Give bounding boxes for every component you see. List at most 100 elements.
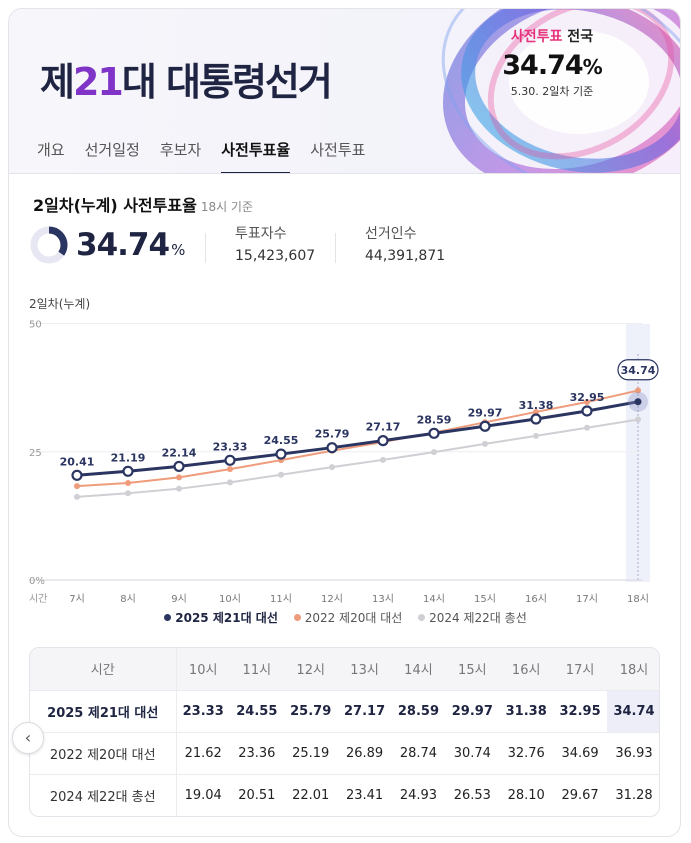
data-label: 31.38 (519, 399, 554, 412)
table-header-cell: 15시 (445, 648, 500, 691)
x-tick-label: 8시 (120, 593, 136, 604)
data-point-2024 (329, 464, 335, 471)
election-card: 제21대 대통령선거 사전투표 전국 34.74% 5.30. 2일차 기준 개… (8, 8, 681, 837)
data-point-2025-current (634, 398, 642, 406)
data-point-2024 (278, 471, 284, 478)
table-cell: 23.41 (345, 787, 384, 803)
series-line-2024 (76, 418, 639, 498)
turnout-chart-svg: 0% 25 50 2일차(누계) 시간 7시 8시 9시 10시 11시 12시 13시 14시 15시 1… (29, 297, 659, 605)
data-point-2025 (428, 427, 440, 439)
data-point-2022 (584, 399, 590, 406)
table-header-cell: 16시 (499, 648, 554, 691)
swirl-graphic (441, 9, 680, 173)
series-line-2022 (76, 389, 639, 488)
table-header-row: 시간 10시 11시 12시 13시 14시 15시 16시 17시 18시 (30, 648, 659, 691)
electors-label: 선거인수 (365, 226, 417, 242)
x-tick-label: 17시 (576, 593, 598, 604)
legend-dot-icon (418, 614, 426, 621)
table-row: 2024 제22대 총선 19.04 20.51 22.01 23.41 24.… (30, 774, 659, 816)
table-cell: 31.28 (615, 787, 653, 803)
turnout-percent: 34.74% (76, 227, 185, 263)
x-tick-label: 18시 (627, 593, 649, 604)
table-cell: 28.74 (391, 732, 446, 775)
table-header-cell: 12시 (283, 648, 338, 691)
prev-button[interactable]: ‹ (12, 722, 44, 754)
data-point-2024 (176, 485, 182, 492)
x-tick-label: 9시 (171, 593, 187, 604)
data-point-2024 (635, 416, 641, 423)
chart-legend: 2025 제21대 대선 2022 제20대 대선 2024 제22대 총선 (9, 609, 680, 626)
turnout-chart: 0% 25 50 2일차(누계) 시간 7시 8시 9시 10시 11시 12시 13시 14시 15시 1… (9, 284, 680, 639)
tab-overview[interactable]: 개요 (37, 141, 65, 159)
tab-early-vote[interactable]: 사전투표 (310, 141, 366, 159)
table-cell: 31.38 (499, 690, 554, 733)
electors-value: 44,391,871 (365, 248, 446, 264)
table-cell: 26.89 (337, 732, 392, 775)
table-header-cell: 시간 (30, 648, 177, 691)
x-tick-label: 7시 (69, 593, 85, 604)
table-cell: 36.93 (607, 732, 659, 775)
table-cell: 32.95 (553, 690, 607, 733)
legend-dot-icon (293, 614, 301, 621)
table-header-cell: 10시 (176, 648, 230, 691)
tab-early-vote-rate[interactable]: 사전투표율 (221, 137, 291, 173)
data-point-2025 (173, 460, 185, 473)
data-point-2024 (125, 490, 131, 497)
table-cell: 22.01 (292, 787, 330, 803)
legend-item-2024: 2024 제22대 총선 (418, 609, 527, 626)
table-cell: 28.10 (507, 787, 545, 803)
table-cell: 34.69 (553, 732, 607, 775)
data-point-2024 (380, 456, 386, 463)
table-row-label: 2022 제20대 대선 (30, 732, 177, 775)
data-label: 21.19 (111, 451, 146, 464)
legend-item-2025: 2025 제21대 대선 (164, 609, 278, 626)
data-label: 24.55 (264, 434, 299, 447)
x-tick-label: 10시 (219, 593, 241, 604)
data-label: 20.41 (60, 455, 95, 468)
x-axis-label: 시간 (29, 593, 47, 604)
tab-candidates[interactable]: 후보자 (159, 141, 202, 159)
voters-stat: 투표자수 15,423,607 (235, 224, 315, 266)
voters-value: 15,423,607 (235, 248, 316, 264)
electors-stat: 선거인수 44,391,871 (365, 224, 445, 266)
x-tick-label: 12시 (321, 593, 343, 604)
divider (335, 233, 336, 263)
table-row: 2022 제20대 대선 21.62 23.36 25.19 26.89 28.… (30, 732, 659, 775)
data-point-2022 (125, 480, 131, 487)
data-point-2022 (176, 474, 182, 481)
data-point-2025 (122, 465, 134, 477)
x-tick-label: 13시 (372, 593, 394, 604)
table-cell: 21.62 (176, 732, 230, 775)
data-point-2024 (533, 432, 539, 439)
table-cell: 25.79 (283, 690, 338, 733)
section-title: 2일차(누계) 사전투표율 18시 기준 (33, 196, 254, 215)
x-tick-label: 15시 (474, 593, 496, 604)
data-label: 28.59 (417, 413, 452, 426)
table-cell: 24.93 (399, 787, 438, 803)
data-point-2024 (431, 449, 437, 456)
data-point-2024 (74, 493, 80, 500)
table-cell: 30.74 (445, 732, 500, 775)
national-rate-box: 사전투표 전국 34.74% 5.30. 2일차 기준 (487, 27, 617, 100)
table-header-cell: 17시 (553, 648, 607, 691)
tab-schedule[interactable]: 선거일정 (84, 141, 140, 159)
data-point-2025 (326, 442, 338, 454)
legend-dot-icon (164, 614, 172, 621)
data-point-2025 (275, 448, 287, 460)
data-point-2022 (227, 466, 233, 473)
divider (205, 233, 206, 263)
data-point-2024 (482, 440, 488, 447)
table-cell: 29.97 (445, 690, 500, 733)
y-tick-label: 0% (29, 576, 45, 587)
series-line-2025 (76, 400, 639, 477)
data-point-2025 (224, 454, 236, 466)
current-value-bubble (617, 359, 659, 381)
x-tick-label: 16시 (525, 593, 547, 604)
chart-title: 2일차(누계) (29, 297, 90, 311)
data-point-2022 (635, 387, 641, 394)
data-point-2025 (71, 469, 83, 481)
data-point-2022 (74, 483, 80, 490)
national-rate-date: 5.30. 2일차 기준 (510, 85, 594, 98)
table-cell: 23.36 (229, 732, 284, 775)
data-label: 23.33 (213, 440, 248, 453)
